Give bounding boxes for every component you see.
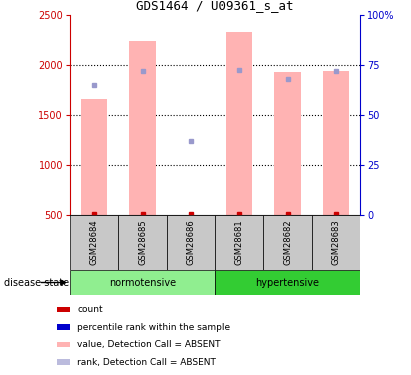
Text: count: count xyxy=(77,305,103,314)
Text: hypertensive: hypertensive xyxy=(256,278,319,288)
Bar xyxy=(129,41,156,215)
Bar xyxy=(263,215,312,270)
Bar xyxy=(274,72,301,215)
Bar xyxy=(226,32,252,215)
Text: GSM28681: GSM28681 xyxy=(235,220,244,266)
Text: rank, Detection Call = ABSENT: rank, Detection Call = ABSENT xyxy=(77,358,216,367)
Text: percentile rank within the sample: percentile rank within the sample xyxy=(77,322,230,332)
Bar xyxy=(70,215,118,270)
Text: value, Detection Call = ABSENT: value, Detection Call = ABSENT xyxy=(77,340,221,349)
Text: disease state: disease state xyxy=(4,278,69,288)
Text: GSM28683: GSM28683 xyxy=(331,220,340,266)
Bar xyxy=(57,342,70,347)
Title: GDS1464 / U09361_s_at: GDS1464 / U09361_s_at xyxy=(136,0,294,12)
Text: GSM28686: GSM28686 xyxy=(186,220,195,266)
Text: normotensive: normotensive xyxy=(109,278,176,288)
Bar xyxy=(215,215,263,270)
Bar xyxy=(312,215,360,270)
Text: GSM28684: GSM28684 xyxy=(90,220,99,266)
Bar xyxy=(323,71,349,215)
Text: GSM28682: GSM28682 xyxy=(283,220,292,266)
Bar xyxy=(167,215,215,270)
Bar xyxy=(118,215,167,270)
Text: GSM28685: GSM28685 xyxy=(138,220,147,266)
Bar xyxy=(57,359,70,365)
Bar xyxy=(70,270,215,295)
Bar xyxy=(81,99,107,215)
Bar xyxy=(57,324,70,330)
Bar xyxy=(57,307,70,312)
Bar xyxy=(215,270,360,295)
